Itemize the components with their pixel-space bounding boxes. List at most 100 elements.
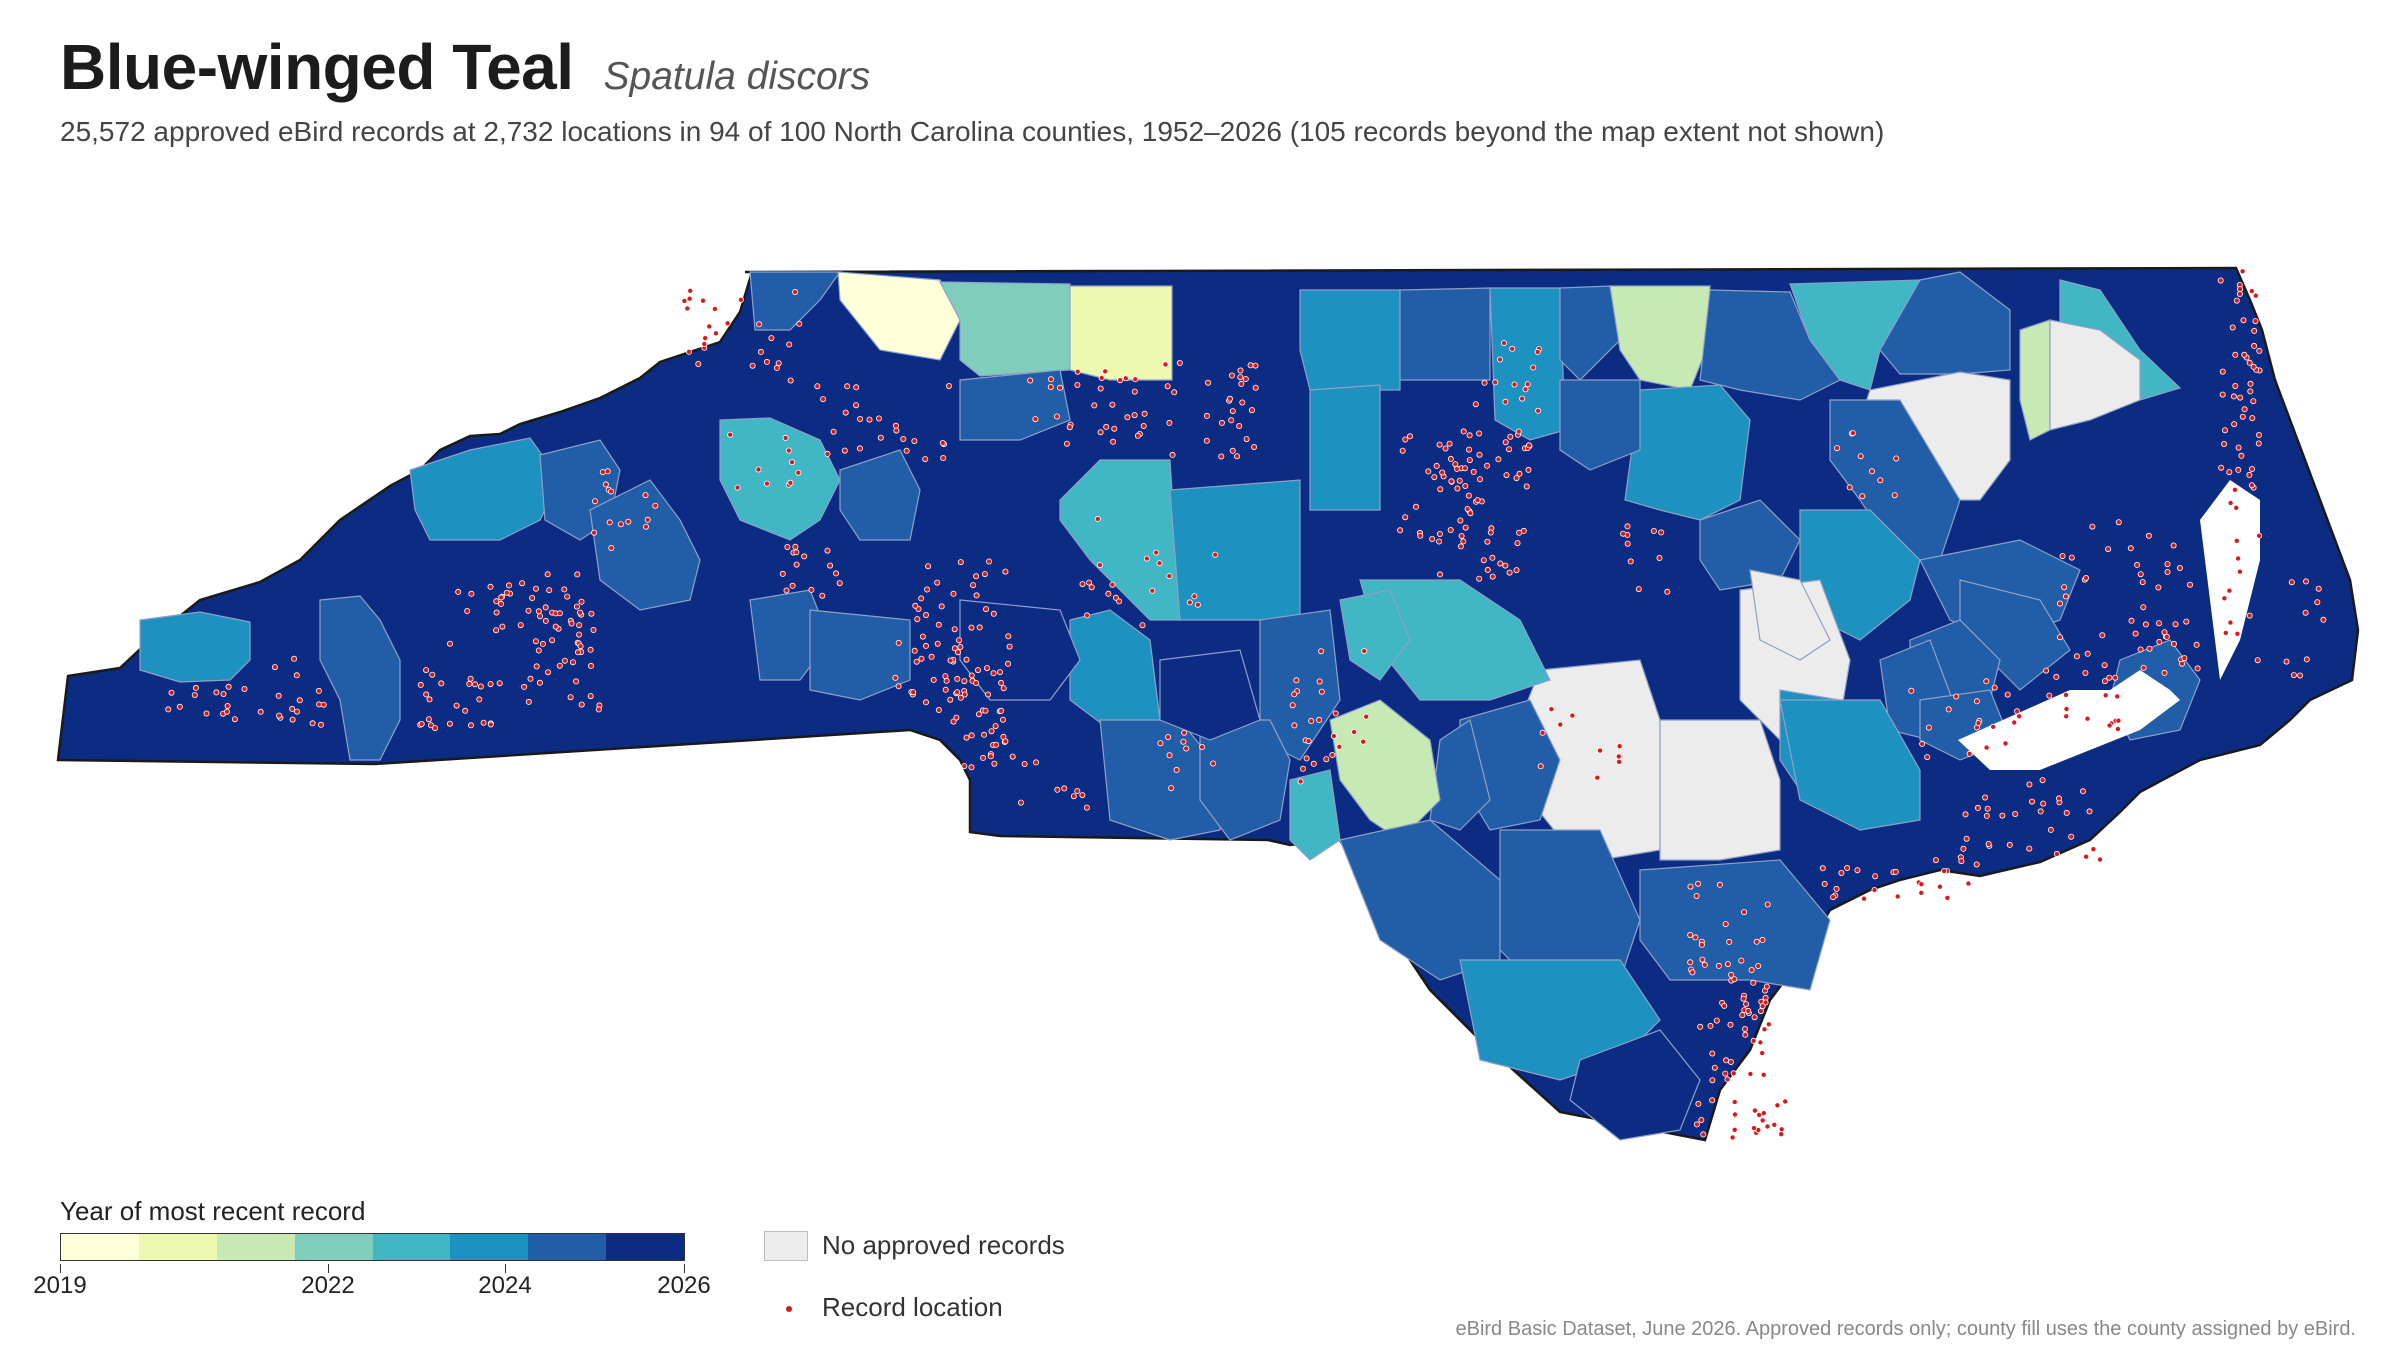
record-point [588,662,595,669]
record-point [1892,868,1899,875]
record-point [755,466,762,473]
record-point [2140,664,2147,671]
record-point [438,680,445,687]
record-point [1918,889,1925,896]
record-point [844,383,851,390]
record-point [1329,752,1336,759]
record-point [1097,429,1104,436]
record-point [1183,745,1190,752]
record-point [2179,660,2186,667]
record-point [2161,629,2168,636]
record-point [1437,486,1444,493]
record-point [1476,575,1483,582]
record-point [942,686,949,693]
record-point [1168,785,1175,792]
record-point [1180,738,1187,745]
record-point [1229,408,1236,415]
record-point [2084,650,2091,657]
record-point [961,763,968,770]
record-point [1963,835,1970,842]
record-point [1497,356,1504,363]
record-point [1877,477,1884,484]
record-point [1741,909,1748,916]
county-patches [139,271,2201,1141]
record-point [1620,530,1627,537]
record-point [1086,579,1093,586]
record-point [923,612,930,619]
record-point [644,516,651,523]
record-point [2229,324,2236,331]
record-point [963,734,970,741]
record-point [418,721,425,728]
record-point [934,640,941,647]
record-point [970,582,977,589]
record-point [2145,532,2152,539]
record-point [575,649,582,656]
record-point [599,469,606,476]
record-point [532,638,539,645]
record-point [1131,412,1138,419]
record-point [911,438,918,445]
record-point [1597,747,1604,754]
record-point [1252,362,1259,369]
record-point [2236,568,2243,575]
record-point [1079,792,1086,799]
record-point [2014,708,2021,715]
no-records-swatch [764,1231,808,1261]
record-point [2155,620,2162,627]
record-point [1139,622,1146,629]
record-point [1194,601,1201,608]
record-point [808,586,815,593]
record-point [275,692,282,699]
record-point [796,320,803,327]
record-point [1229,372,1236,379]
record-point [1524,381,1531,388]
record-point [2059,553,2066,560]
record-point [2256,347,2263,354]
record-point [471,681,478,688]
record-point [900,435,907,442]
record-point [1861,895,1868,902]
record-point [1204,412,1211,419]
record-point [957,694,964,701]
title-row: Blue-winged Teal Spatula discors [60,30,870,120]
record-point [1983,678,1990,685]
record-point [980,754,987,761]
coastal-sounds [1958,480,2260,770]
record-point [968,624,975,631]
record-point [2241,406,2248,413]
record-point [289,705,296,712]
record-point [1515,428,1522,435]
record-point [2250,363,2257,370]
record-point [768,335,775,342]
record-point [686,348,693,355]
record-point [833,570,840,577]
record-point [2056,634,2063,641]
record-point [1457,517,1464,524]
record-point [1739,1012,1746,1019]
record-point [912,602,919,609]
record-point [824,547,831,554]
record-point [1774,1102,1781,1109]
record-point [467,675,474,682]
record-point [1908,687,1915,694]
record-point [1088,584,1095,591]
record-point [947,657,954,664]
record-point [2219,391,2226,398]
record-point [892,422,899,429]
record-point [168,689,175,696]
record-point [1466,457,1473,464]
record-point [793,561,800,568]
record-point [1239,399,1246,406]
record-point [2194,665,2201,672]
record-point [1731,1098,1738,1105]
record-point [773,364,780,371]
record-point [1627,558,1634,565]
record-point [2115,717,2122,724]
record-location-label: Record location [822,1292,1003,1322]
record-point [922,456,929,463]
record-point [1723,1057,1730,1064]
record-point [446,720,453,727]
record-point [1006,643,1013,650]
record-point [191,692,198,699]
